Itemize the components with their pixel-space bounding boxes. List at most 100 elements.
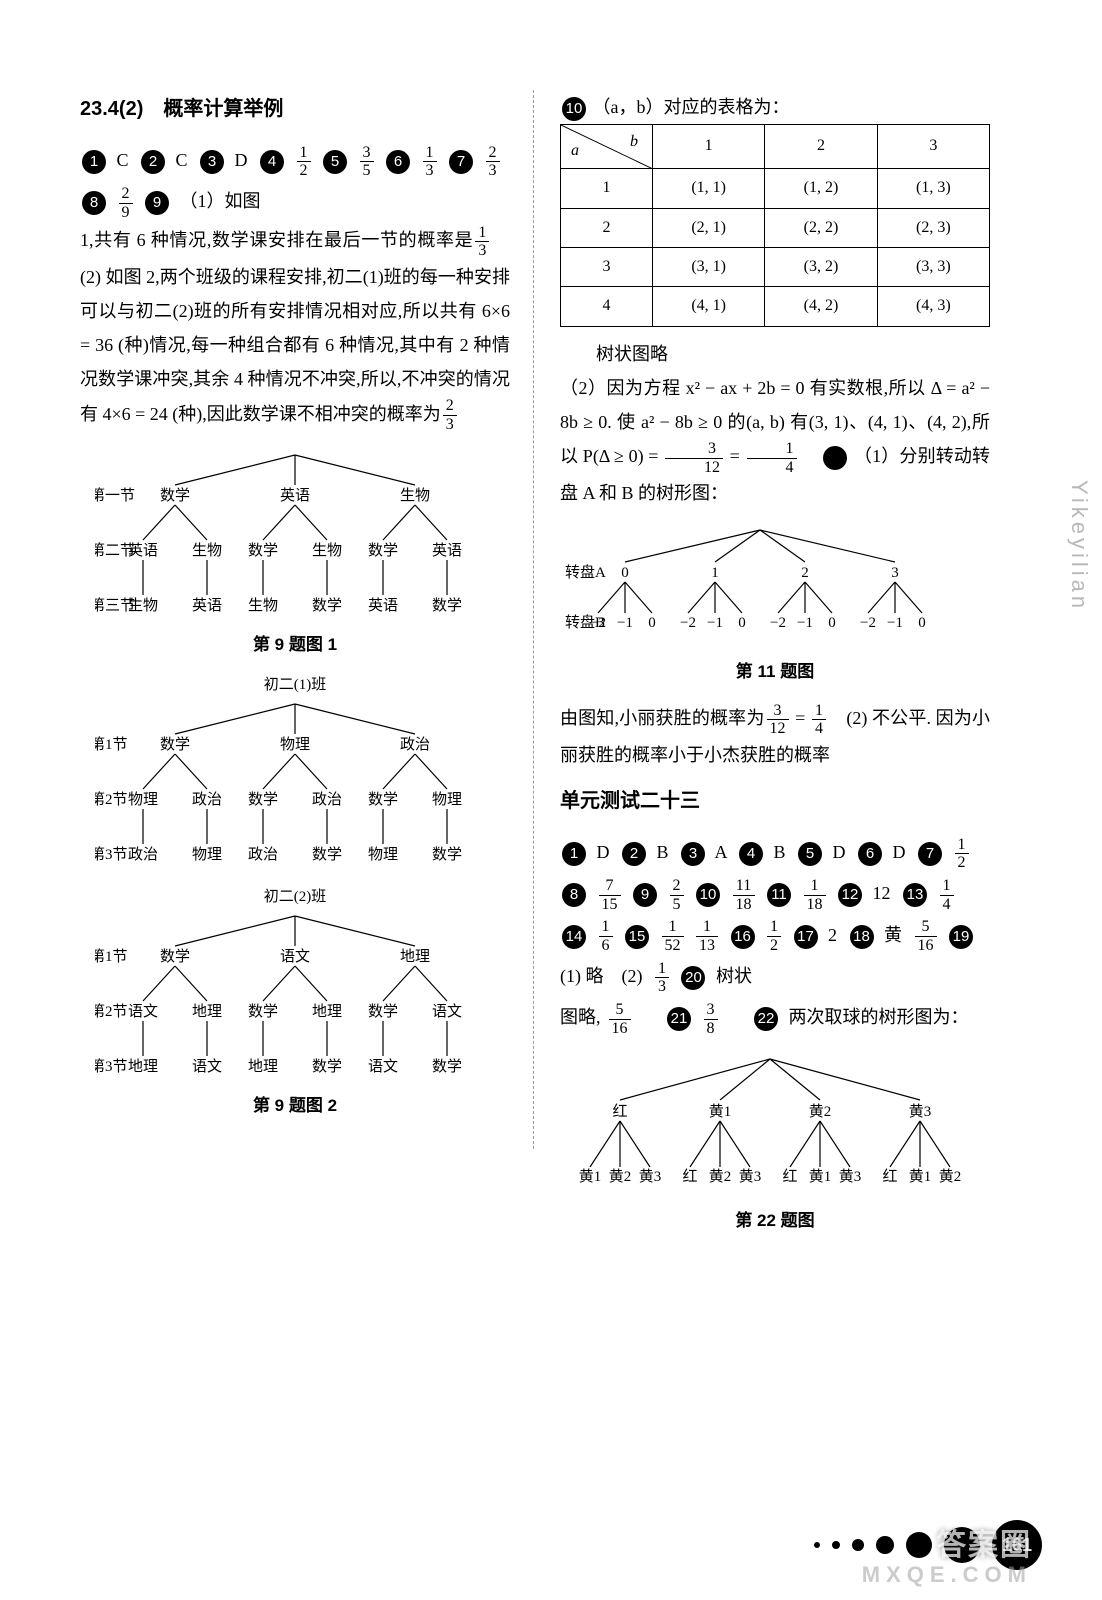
text: (2) 如图 2,两个班级的课程安排,初二(1)班的每一种安排可以与初二(2)班… [80,230,510,424]
svg-text:第二节: 第二节 [95,541,135,559]
answer-bullet: 7 [449,150,473,174]
answer-bullet: 1 [562,842,586,866]
svg-text:−1: −1 [887,615,903,631]
svg-text:数学: 数学 [160,948,190,965]
svg-text:2: 2 [801,565,809,581]
label-a: a [571,136,579,166]
answer-value: D [828,842,850,862]
svg-text:数学: 数学 [312,1058,342,1075]
svg-text:0: 0 [828,615,836,631]
fraction: 16 [599,918,613,954]
answer-value: D [592,842,614,862]
answer-bullet: 3 [681,842,705,866]
svg-text:第一节: 第一节 [95,486,135,504]
svg-text:地理: 地理 [128,1058,158,1075]
fraction: 312 [767,702,789,738]
table-cell: (4, 2) [765,287,877,326]
fraction: 14 [812,702,826,738]
svg-text:数学: 数学 [368,791,398,808]
row-header: 3 [561,247,653,286]
bullet-11: 11 [823,446,847,470]
text: 图略, [560,1007,601,1027]
fraction: 35 [360,144,374,180]
table-cell: (3, 3) [877,247,989,286]
fraction: 516 [915,918,937,954]
bullet-22: 22 [754,1007,778,1031]
svg-text:数学: 数学 [312,597,342,614]
answer-bullet: 11 [767,883,791,907]
answer-value: 12 [868,883,895,903]
answer-bullet: 2 [622,842,646,866]
fraction: 516 [609,1001,631,1037]
table-cell: (2, 3) [877,208,989,247]
svg-text:转盘A: 转盘A [565,563,606,581]
answer-value: 2 [824,925,842,945]
ab-table: b a 1 2 3 1(1, 1)(1, 2)(1, 3)2(2, 1)(2, … [560,124,990,327]
svg-text:0: 0 [738,615,746,631]
answer-bullet: 6 [386,150,410,174]
svg-text:物理: 物理 [128,791,158,808]
q10-line: 10 （a，b）对应的表格为： [560,90,990,124]
figure-caption: 第 9 题图 1 [80,629,510,661]
svg-text:英语: 英语 [192,596,222,614]
row-header: 1 [561,169,653,208]
text: 树状图略 [596,344,668,364]
footer-dot [876,1536,894,1554]
unit-answers: 1 D 2 B 3 A 4 B 5 D 6 D 7 12 8 715 9 25 … [560,832,990,998]
svg-text:黄1: 黄1 [579,1168,602,1185]
svg-text:−2: −2 [770,615,786,631]
table-cell: (1, 1) [653,169,765,208]
svg-text:初二(1)班: 初二(1)班 [264,676,327,693]
watermark-1: 答案圈 [936,1520,1032,1564]
svg-text:−2: −2 [680,615,696,631]
text: （a，b）对应的表格为： [593,97,790,117]
figure-caption: 第 22 题图 [560,1205,990,1237]
watermark-2: MXQE.COM [862,1562,1032,1588]
text: 由图知,小丽获胜的概率为 [560,708,765,728]
svg-text:0: 0 [648,615,656,631]
answer-value: C [171,150,192,170]
fraction: 312 [665,440,723,476]
svg-text:−1: −1 [617,615,633,631]
svg-text:生物: 生物 [400,487,430,504]
answer-value: （1）如图 [175,191,261,211]
svg-text:−2: −2 [860,615,876,631]
answer-bullet: 4 [260,150,284,174]
svg-text:生物: 生物 [192,542,222,559]
fraction: 14 [940,877,954,913]
svg-text:数学: 数学 [248,1003,278,1020]
bullet-21: 21 [667,1007,691,1031]
svg-text:转盘B: 转盘B [565,613,605,631]
answer-bullet: 9 [633,883,657,907]
svg-text:0: 0 [621,565,629,581]
svg-text:−1: −1 [797,615,813,631]
row-header: 2 [561,208,653,247]
label-b: b [630,127,638,157]
fraction: 113 [696,918,718,954]
side-brand-text: Yikeyilian [1066,480,1092,612]
answer-bullet: 3 [200,150,224,174]
fraction: 12 [297,144,311,180]
table-cell: (3, 2) [765,247,877,286]
svg-text:黄3: 黄3 [909,1103,932,1120]
svg-text:第2节: 第2节 [95,790,128,808]
col-header: 3 [877,125,989,169]
diag-header: b a [561,125,653,169]
svg-text:政治: 政治 [128,846,158,863]
answer-bullet: 4 [739,842,763,866]
unit-title: 单元测试二十三 [560,782,990,820]
answer-bullet: 10 [696,883,720,907]
svg-text:英语: 英语 [432,541,462,559]
svg-text:第1节: 第1节 [95,947,128,965]
paragraph-9: 1,共有 6 种情况,数学课安排在最后一节的概率是13 (2) 如图 2,两个班… [80,223,510,434]
answer-value: D [230,150,252,170]
answer-bullet: 8 [562,883,586,907]
column-divider [533,90,535,1149]
svg-text:黄2: 黄2 [939,1168,962,1185]
page: 23.4(2) 概率计算举例 1 C 2 C 3 D 4 12 5 35 6 1… [0,0,1102,1289]
svg-text:政治: 政治 [192,791,222,808]
svg-text:语文: 语文 [192,1058,222,1075]
fraction: 13 [423,144,437,180]
table-cell: (4, 3) [877,287,989,326]
svg-text:数学: 数学 [312,846,342,863]
